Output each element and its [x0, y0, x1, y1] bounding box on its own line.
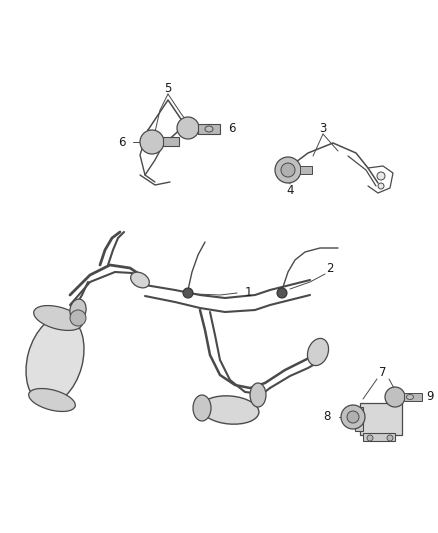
Ellipse shape [131, 272, 149, 288]
Bar [404, 393, 422, 401]
Text: 6: 6 [228, 123, 236, 135]
Circle shape [385, 387, 405, 407]
Circle shape [275, 157, 301, 183]
Circle shape [70, 310, 86, 326]
Circle shape [177, 117, 199, 139]
Ellipse shape [34, 305, 82, 330]
Circle shape [183, 288, 193, 298]
Ellipse shape [250, 383, 266, 407]
Bar [360, 403, 402, 435]
Ellipse shape [26, 316, 84, 404]
Text: 1: 1 [244, 286, 252, 298]
Bar [163, 137, 179, 146]
Circle shape [377, 172, 385, 180]
Ellipse shape [205, 126, 213, 132]
Bar [355, 407, 363, 431]
Circle shape [378, 183, 384, 189]
Circle shape [387, 435, 393, 441]
Text: 8: 8 [323, 410, 331, 424]
Circle shape [367, 435, 373, 441]
Text: 2: 2 [326, 262, 334, 274]
Ellipse shape [193, 395, 211, 421]
Circle shape [277, 288, 287, 298]
Text: 4: 4 [286, 183, 294, 197]
Bar [363, 433, 395, 441]
Text: 5: 5 [164, 82, 172, 94]
Ellipse shape [201, 396, 259, 424]
Ellipse shape [28, 389, 75, 411]
Bar [198, 124, 220, 134]
Ellipse shape [70, 299, 86, 321]
Circle shape [140, 130, 164, 154]
Text: 3: 3 [319, 122, 327, 134]
Circle shape [281, 163, 295, 177]
Circle shape [341, 405, 365, 429]
Ellipse shape [406, 394, 413, 400]
Text: 7: 7 [379, 367, 387, 379]
Text: 6: 6 [118, 136, 126, 149]
Bar [300, 166, 312, 174]
Text: 9: 9 [426, 391, 434, 403]
Ellipse shape [307, 338, 328, 366]
Circle shape [347, 411, 359, 423]
